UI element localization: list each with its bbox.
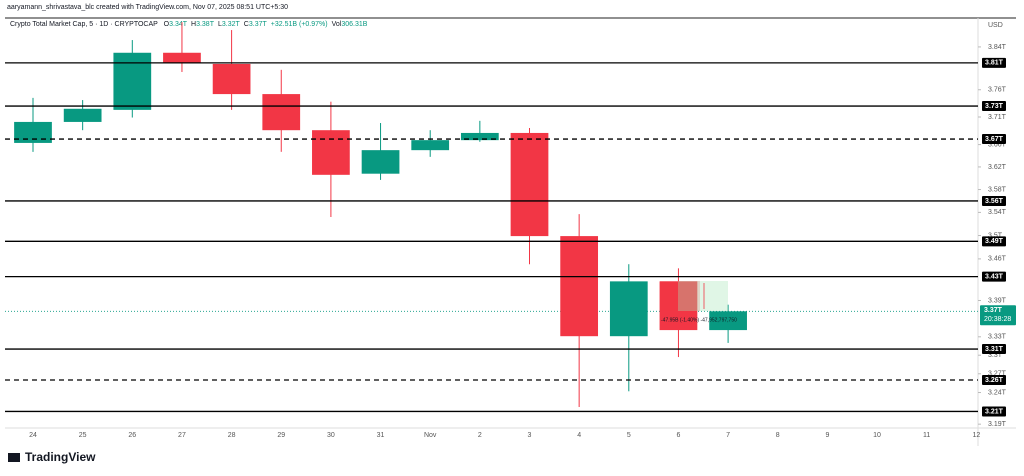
measure-tool: -47.95B (-1.40%) -47,952,797,750 — [660, 281, 737, 323]
candle-body — [312, 130, 350, 175]
x-tick-label: 5 — [627, 432, 631, 439]
candle-body — [113, 52, 152, 110]
attribution: aaryamann_shrivastava_blc created with T… — [7, 4, 288, 11]
x-tick-label: 3 — [528, 432, 532, 439]
y-tick-label: 3.66T — [988, 141, 1007, 148]
ohlc-value: 3.38T — [196, 21, 215, 28]
level-label-box — [982, 101, 1006, 112]
y-tick-label: 3.39T — [988, 297, 1007, 304]
candle-body — [262, 94, 301, 131]
x-tick-label: 7 — [726, 432, 730, 439]
candle-body — [709, 311, 747, 331]
level-label-box — [982, 134, 1006, 145]
y-tick-label: 3.54T — [988, 209, 1007, 216]
brand-logo — [8, 453, 20, 462]
ohlc-value: 3.32T — [222, 21, 241, 28]
x-tick-label: Nov — [424, 432, 437, 439]
level-label-box — [982, 375, 1006, 386]
level-label: 3.31T — [985, 346, 1004, 353]
candle-body — [361, 150, 400, 174]
ohlc-key: C — [244, 21, 249, 28]
ohlc-key: O — [164, 21, 170, 28]
symbol: Crypto Total Market Cap, 5 · 1D · CRYPTO… — [10, 21, 158, 28]
ohlc-value: 3.37T — [249, 21, 268, 28]
candle-body — [63, 108, 102, 122]
y-tick-label: 3.76T — [988, 87, 1007, 94]
level-label: 3.73T — [985, 103, 1004, 110]
y-tick-label: 3.84T — [988, 44, 1007, 51]
candle-body — [609, 281, 648, 337]
ohlc-key: H — [191, 21, 196, 28]
level-label-box — [982, 57, 1006, 68]
last-price-box — [980, 305, 1016, 326]
x-tick-label: 10 — [873, 432, 881, 439]
level-label: 3.67T — [985, 136, 1004, 143]
y-tick-label: 3.3T — [988, 352, 1003, 359]
candle-body — [460, 132, 499, 141]
level-label-box — [982, 344, 1006, 355]
level-label: 3.81T — [985, 60, 1004, 67]
candle-body — [560, 236, 599, 337]
ohlc-value: 3.34T — [169, 21, 188, 28]
level-label: 3.49T — [985, 238, 1004, 245]
level-label-box — [982, 236, 1006, 247]
y-tick-label: 3.19T — [988, 421, 1007, 428]
y-tick-label: 3.58T — [988, 186, 1007, 193]
brand-name: TradingView — [25, 450, 96, 464]
change: +32.51B (+0.97%) — [271, 21, 328, 28]
y-tick-label: 3.71T — [988, 114, 1007, 121]
level-label-box — [982, 406, 1006, 417]
x-tick-label: 2 — [478, 432, 482, 439]
volume-key: Vol — [332, 21, 342, 28]
x-tick-label: 24 — [29, 432, 37, 439]
y-tick-label: 3.46T — [988, 256, 1007, 263]
x-tick-label: 6 — [676, 432, 680, 439]
candle-body — [163, 52, 201, 63]
level-label-box — [982, 195, 1006, 206]
y-tick-label: 3.5T — [988, 232, 1003, 239]
currency: USD — [988, 22, 1003, 29]
x-tick-label: 25 — [79, 432, 87, 439]
y-tick-label: 3.24T — [988, 389, 1007, 396]
measure-zone — [678, 281, 728, 311]
x-tick-label: 31 — [377, 432, 385, 439]
candle-body — [212, 63, 251, 95]
y-tick-label: 3.33T — [988, 334, 1007, 341]
x-tick-label: 28 — [228, 432, 236, 439]
candle-body — [659, 281, 698, 331]
ohlc-key: L — [218, 21, 222, 28]
level-label-box — [982, 271, 1006, 282]
x-tick-label: 4 — [577, 432, 581, 439]
level-label: 3.56T — [985, 198, 1004, 205]
x-tick-label: 30 — [327, 432, 335, 439]
level-label: 3.21T — [985, 408, 1004, 415]
level-label: 3.43T — [985, 273, 1004, 280]
x-tick-label: 26 — [128, 432, 136, 439]
candle-body — [510, 132, 549, 237]
x-tick-label: 11 — [923, 432, 930, 439]
legend-line: Crypto Total Market Cap, 5 · 1D · CRYPTO… — [10, 21, 368, 28]
countdown: 20:38:28 — [984, 316, 1011, 323]
last-price-label: 3.37T — [984, 307, 1003, 314]
x-tick-label: 12 — [972, 432, 980, 439]
y-tick-label: 3.27T — [988, 371, 1007, 378]
measure-label: -47.95B (-1.40%) -47,952,797,750 — [661, 317, 737, 323]
brand: TradingView — [8, 450, 96, 464]
level-label: 3.26T — [985, 377, 1004, 384]
x-tick-label: 27 — [178, 432, 186, 439]
y-tick-label: 3.62T — [988, 164, 1007, 171]
x-tick-label: 8 — [776, 432, 780, 439]
x-tick-label: 9 — [825, 432, 829, 439]
candle-body — [411, 140, 450, 151]
measure-loss-zone — [660, 281, 700, 311]
volume-value: 306.31B — [341, 21, 367, 28]
x-tick-label: 29 — [277, 432, 285, 439]
candle-body — [14, 121, 52, 143]
